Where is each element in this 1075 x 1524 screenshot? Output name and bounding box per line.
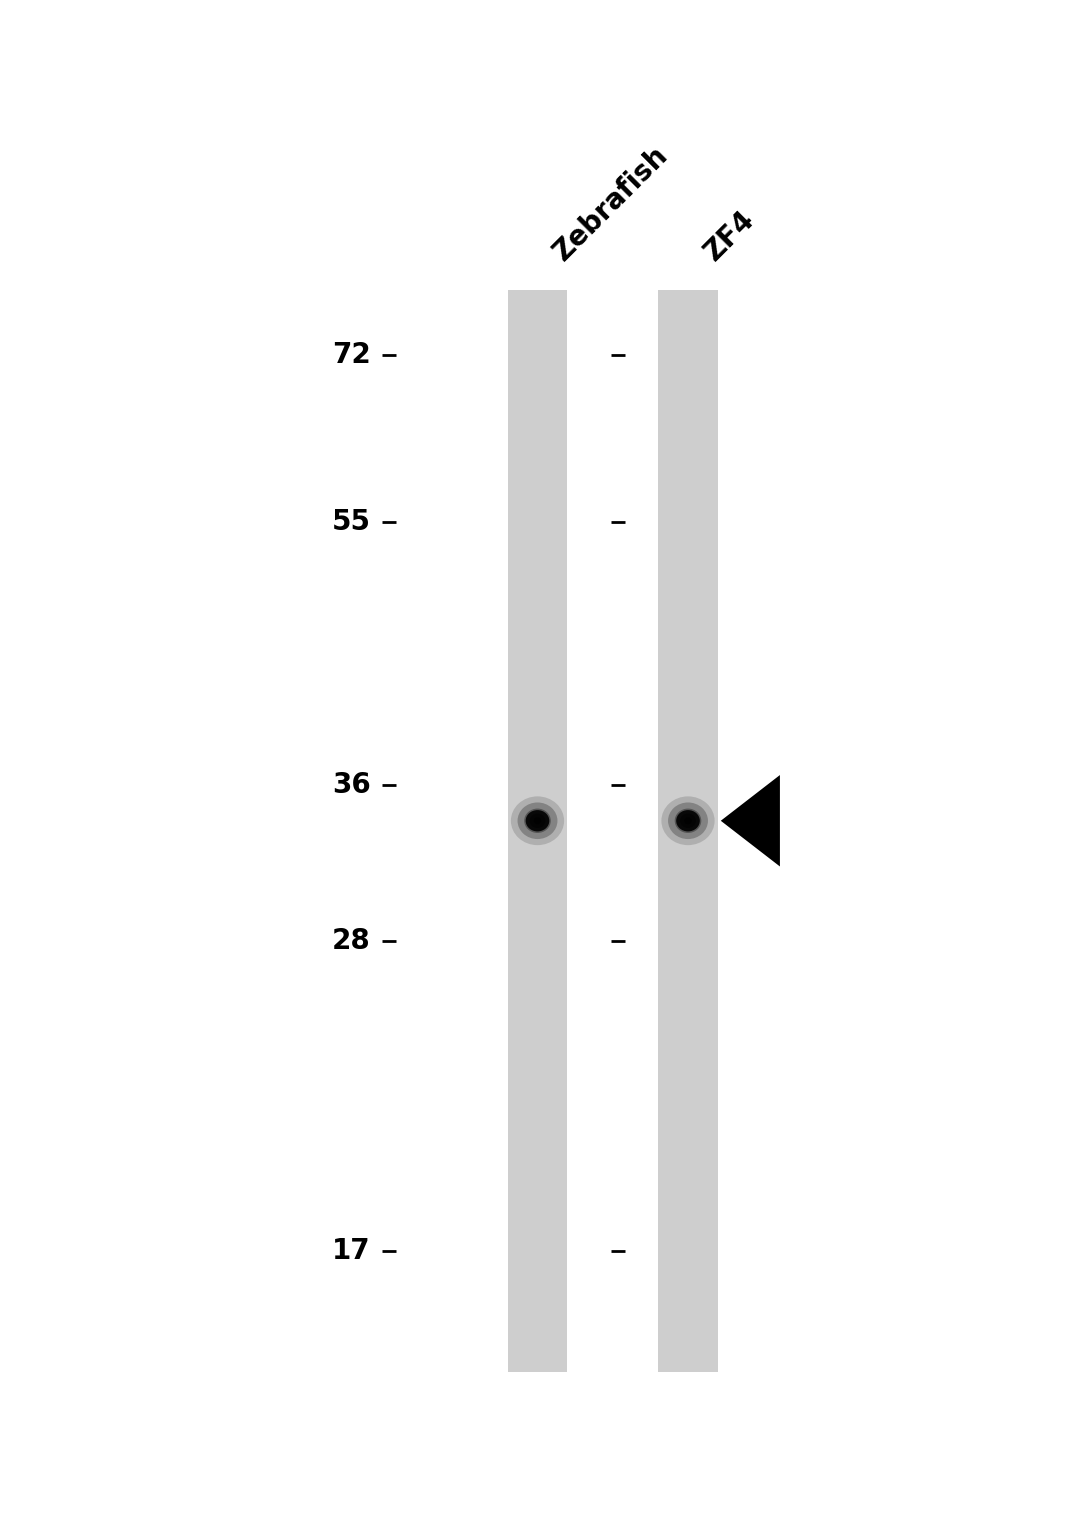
Text: Zebrafish: Zebrafish [548,142,674,267]
Text: 28: 28 [332,927,371,956]
Ellipse shape [511,797,564,846]
Text: 17: 17 [332,1237,371,1265]
Text: 72: 72 [332,341,371,369]
Polygon shape [721,776,780,867]
Ellipse shape [668,803,708,840]
Text: 55: 55 [332,507,371,536]
Ellipse shape [676,811,700,832]
Ellipse shape [530,814,545,828]
Text: 36: 36 [332,771,371,799]
Ellipse shape [533,817,542,824]
Ellipse shape [675,809,701,834]
Bar [508,290,568,1372]
Ellipse shape [684,817,692,824]
Ellipse shape [680,814,696,828]
Text: ZF4: ZF4 [699,206,760,267]
Ellipse shape [526,811,549,832]
Bar [658,290,718,1372]
Ellipse shape [661,797,715,846]
Ellipse shape [525,809,550,834]
Ellipse shape [517,803,558,840]
